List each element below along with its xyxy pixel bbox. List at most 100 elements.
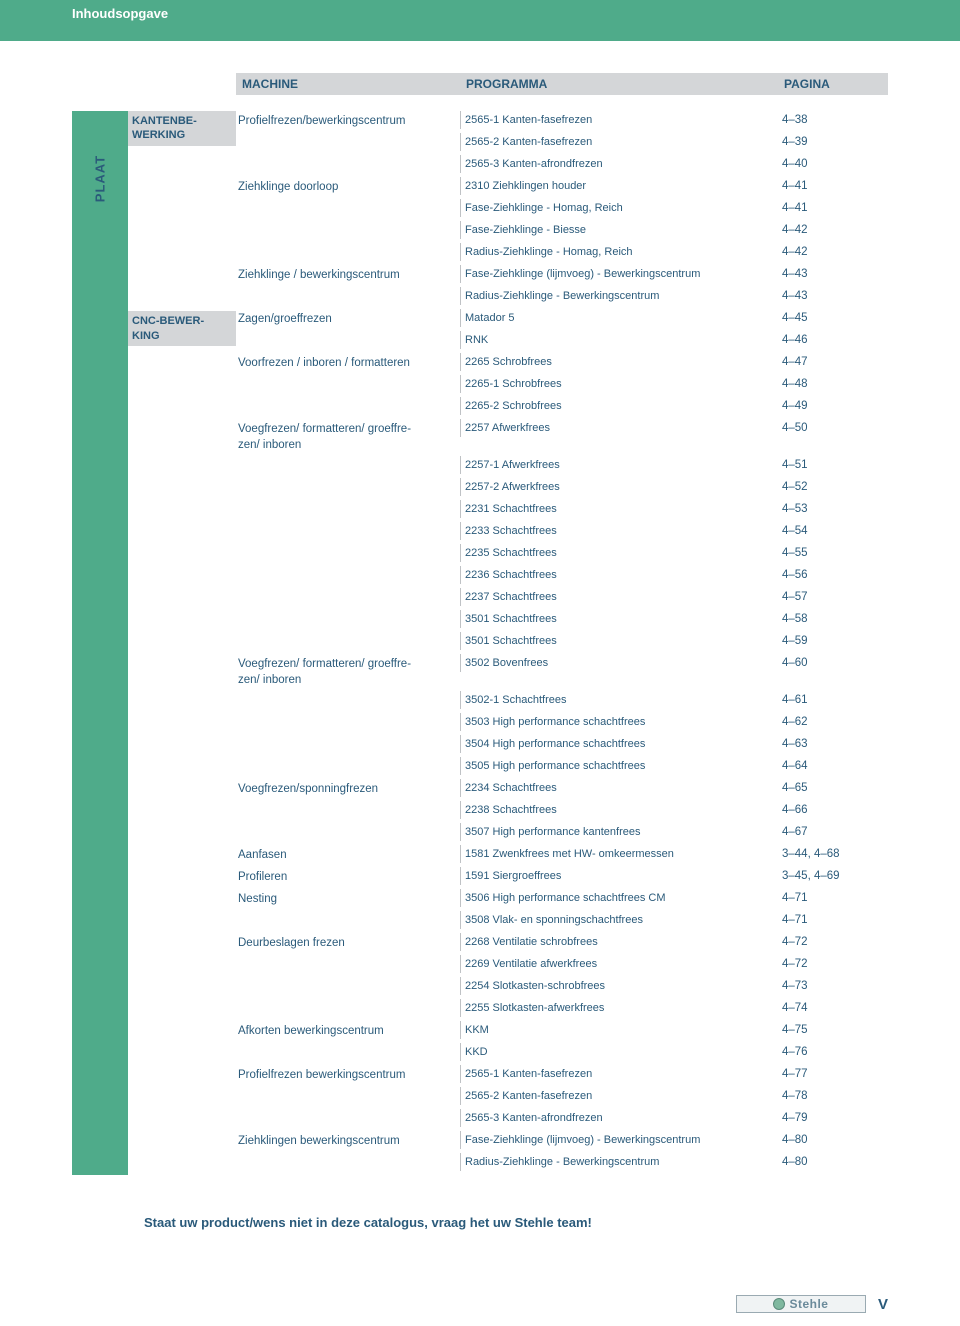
table-row: 2235 Schachtfrees4–55	[236, 544, 888, 566]
cell-programma: 2257-2 Afwerkfrees	[460, 478, 778, 496]
cell-pagina: 4–62	[778, 713, 888, 731]
table-row: 2265-2 Schrobfrees4–49	[236, 397, 888, 419]
cell-machine	[236, 375, 460, 381]
cell-pagina: 4–53	[778, 500, 888, 518]
cell-pagina: 4–58	[778, 610, 888, 628]
cell-programma: 3501 Schachtfrees	[460, 632, 778, 650]
table-row: Profielfrezen/bewerkingscentrum2565-1 Ka…	[236, 111, 888, 133]
cell-machine: Profileren	[236, 867, 460, 889]
cell-programma: 2268 Ventilatie schrobfrees	[460, 933, 778, 951]
cell-pagina: 4–79	[778, 1109, 888, 1127]
cell-pagina: 4–41	[778, 177, 888, 195]
col-header-pagina: PAGINA	[778, 73, 888, 95]
cell-programma: 3508 Vlak- en sponningschachtfrees	[460, 911, 778, 929]
cell-machine	[236, 977, 460, 983]
cell-pagina: 4–65	[778, 779, 888, 797]
table-row: Profileren1591 Siergroeffrees3–45, 4–69	[236, 867, 888, 889]
cell-programma: 1581 Zwenkfrees met HW- omkeermessen	[460, 845, 778, 863]
col-header-programma: PROGRAMMA	[460, 73, 778, 95]
cell-pagina: 4–52	[778, 478, 888, 496]
cell-programma: 3507 High performance kantenfrees	[460, 823, 778, 841]
table-row: KKD4–76	[236, 1043, 888, 1065]
cell-pagina: 4–47	[778, 353, 888, 371]
cell-programma: KKD	[460, 1043, 778, 1061]
cell-programma: 2265-1 Schrobfrees	[460, 375, 778, 393]
cell-pagina: 4–64	[778, 757, 888, 775]
header-spacer	[72, 73, 236, 95]
cell-pagina: 4–72	[778, 933, 888, 951]
cell-programma: 3502-1 Schachtfrees	[460, 691, 778, 709]
cell-machine	[236, 544, 460, 550]
cell-programma: 2233 Schachtfrees	[460, 522, 778, 540]
cell-programma: 2236 Schachtfrees	[460, 566, 778, 584]
rows-column: Profielfrezen/bewerkingscentrum2565-1 Ka…	[236, 111, 888, 1175]
cell-machine	[236, 456, 460, 462]
cell-machine	[236, 757, 460, 763]
cell-machine	[236, 735, 460, 741]
cell-machine	[236, 221, 460, 227]
table-row: 2257-2 Afwerkfrees4–52	[236, 478, 888, 500]
footer-note: Staat uw product/wens niet in deze catal…	[144, 1215, 888, 1230]
cell-programma: 3503 High performance schachtfrees	[460, 713, 778, 731]
cell-pagina: 4–43	[778, 287, 888, 305]
category-column: KANTENBE-WERKINGCNC-BEWER-KING	[128, 111, 236, 1175]
cell-pagina: 4–75	[778, 1021, 888, 1039]
cell-machine	[236, 199, 460, 205]
cell-machine: Ziehklinge / bewerkingscentrum	[236, 265, 460, 287]
logo-text: Stehle	[789, 1297, 828, 1311]
cell-machine	[236, 691, 460, 697]
cell-machine: Ziehklingen bewerkingscentrum	[236, 1131, 460, 1153]
cell-programma: 2257 Afwerkfrees	[460, 419, 778, 437]
table-row: 2565-2 Kanten-fasefrezen4–39	[236, 133, 888, 155]
cell-machine	[236, 155, 460, 161]
cell-pagina: 4–66	[778, 801, 888, 819]
cell-programma: 2235 Schachtfrees	[460, 544, 778, 562]
content-area: MACHINE PROGRAMMA PAGINA PLAAT KANTENBE-…	[0, 73, 960, 1230]
cell-programma: 2257-1 Afwerkfrees	[460, 456, 778, 474]
table-row: 2269 Ventilatie afwerkfrees4–72	[236, 955, 888, 977]
table-row: Radius-Ziehklinge - Bewerkingscentrum4–4…	[236, 287, 888, 309]
cell-programma: 3505 High performance schachtfrees	[460, 757, 778, 775]
table-row: Ziehklinge doorloop2310 Ziehklingen houd…	[236, 177, 888, 199]
cell-pagina: 3–45, 4–69	[778, 867, 888, 885]
cell-pagina: 4–63	[778, 735, 888, 753]
table-row: 2255 Slotkasten-afwerkfrees4–74	[236, 999, 888, 1021]
cell-machine	[236, 588, 460, 594]
cell-pagina: 4–73	[778, 977, 888, 995]
cell-pagina: 4–71	[778, 911, 888, 929]
cell-programma: Radius-Ziehklinge - Bewerkingscentrum	[460, 287, 778, 305]
cell-pagina: 4–60	[778, 654, 888, 672]
cell-pagina: 4–46	[778, 331, 888, 349]
table-row: Aanfasen1581 Zwenkfrees met HW- omkeerme…	[236, 845, 888, 867]
cell-programma: 2565-2 Kanten-fasefrezen	[460, 133, 778, 151]
cell-machine: Afkorten bewerkingscentrum	[236, 1021, 460, 1043]
cell-machine	[236, 1087, 460, 1093]
cell-machine: Voegfrezen/ formatteren/ groeffre-zen/ i…	[236, 419, 460, 456]
table-row: 2565-3 Kanten-afrondfrezen4–79	[236, 1109, 888, 1131]
table-row: Radius-Ziehklinge - Bewerkingscentrum4–8…	[236, 1153, 888, 1175]
cell-pagina: 4–80	[778, 1131, 888, 1149]
table-row: 3504 High performance schachtfrees4–63	[236, 735, 888, 757]
cell-machine: Voegfrezen/ formatteren/ groeffre-zen/ i…	[236, 654, 460, 691]
table-row: Deurbeslagen frezen2268 Ventilatie schro…	[236, 933, 888, 955]
cell-machine	[236, 999, 460, 1005]
cell-machine	[236, 331, 460, 337]
table-header-row: MACHINE PROGRAMMA PAGINA	[72, 73, 888, 95]
table-row: Afkorten bewerkingscentrumKKM4–75	[236, 1021, 888, 1043]
cell-programma: Matador 5	[460, 309, 778, 327]
footer-row: Stehle V	[0, 1230, 960, 1323]
cell-programma: Fase-Ziehklinge (lijmvoeg) - Bewerkingsc…	[460, 265, 778, 283]
table-row: 3501 Schachtfrees4–58	[236, 610, 888, 632]
cell-programma: 1591 Siergroeffrees	[460, 867, 778, 885]
table-row: 3505 High performance schachtfrees4–64	[236, 757, 888, 779]
cell-programma: 3501 Schachtfrees	[460, 610, 778, 628]
table-row: 3502-1 Schachtfrees4–61	[236, 691, 888, 713]
cell-machine: Voegfrezen/sponningfrezen	[236, 779, 460, 801]
cell-pagina: 4–61	[778, 691, 888, 709]
cell-machine	[236, 911, 460, 917]
table-row: Profielfrezen bewerkingscentrum2565-1 Ka…	[236, 1065, 888, 1087]
cell-machine	[236, 478, 460, 484]
cell-programma: KKM	[460, 1021, 778, 1039]
cell-machine	[236, 1109, 460, 1115]
table-row: 3507 High performance kantenfrees4–67	[236, 823, 888, 845]
